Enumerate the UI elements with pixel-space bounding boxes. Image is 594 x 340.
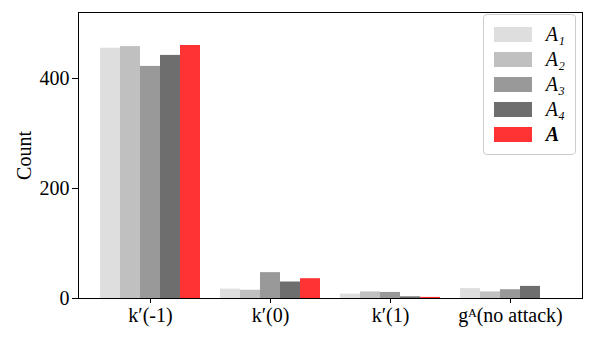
html-text:A₃: A₃ <box>545 73 565 95</box>
svg-text:gᴬ(no attack): gᴬ(no attack) <box>458 304 563 327</box>
html-text:A₄: A₄ <box>545 98 565 120</box>
html-text:A: A <box>545 123 560 145</box>
svg-text:k′(-1): k′(-1) <box>128 304 172 327</box>
html-text:A₁: A₁ <box>545 23 565 45</box>
html-text:A₂: A₂ <box>545 48 565 70</box>
svg-text:200: 200 <box>40 177 70 199</box>
svg-text:400: 400 <box>40 67 70 89</box>
svg-text:0: 0 <box>60 287 70 309</box>
svg-text:Count: Count <box>13 131 35 180</box>
svg-text:k′(0): k′(0) <box>252 304 290 327</box>
svg-text:k′(1): k′(1) <box>372 304 410 327</box>
